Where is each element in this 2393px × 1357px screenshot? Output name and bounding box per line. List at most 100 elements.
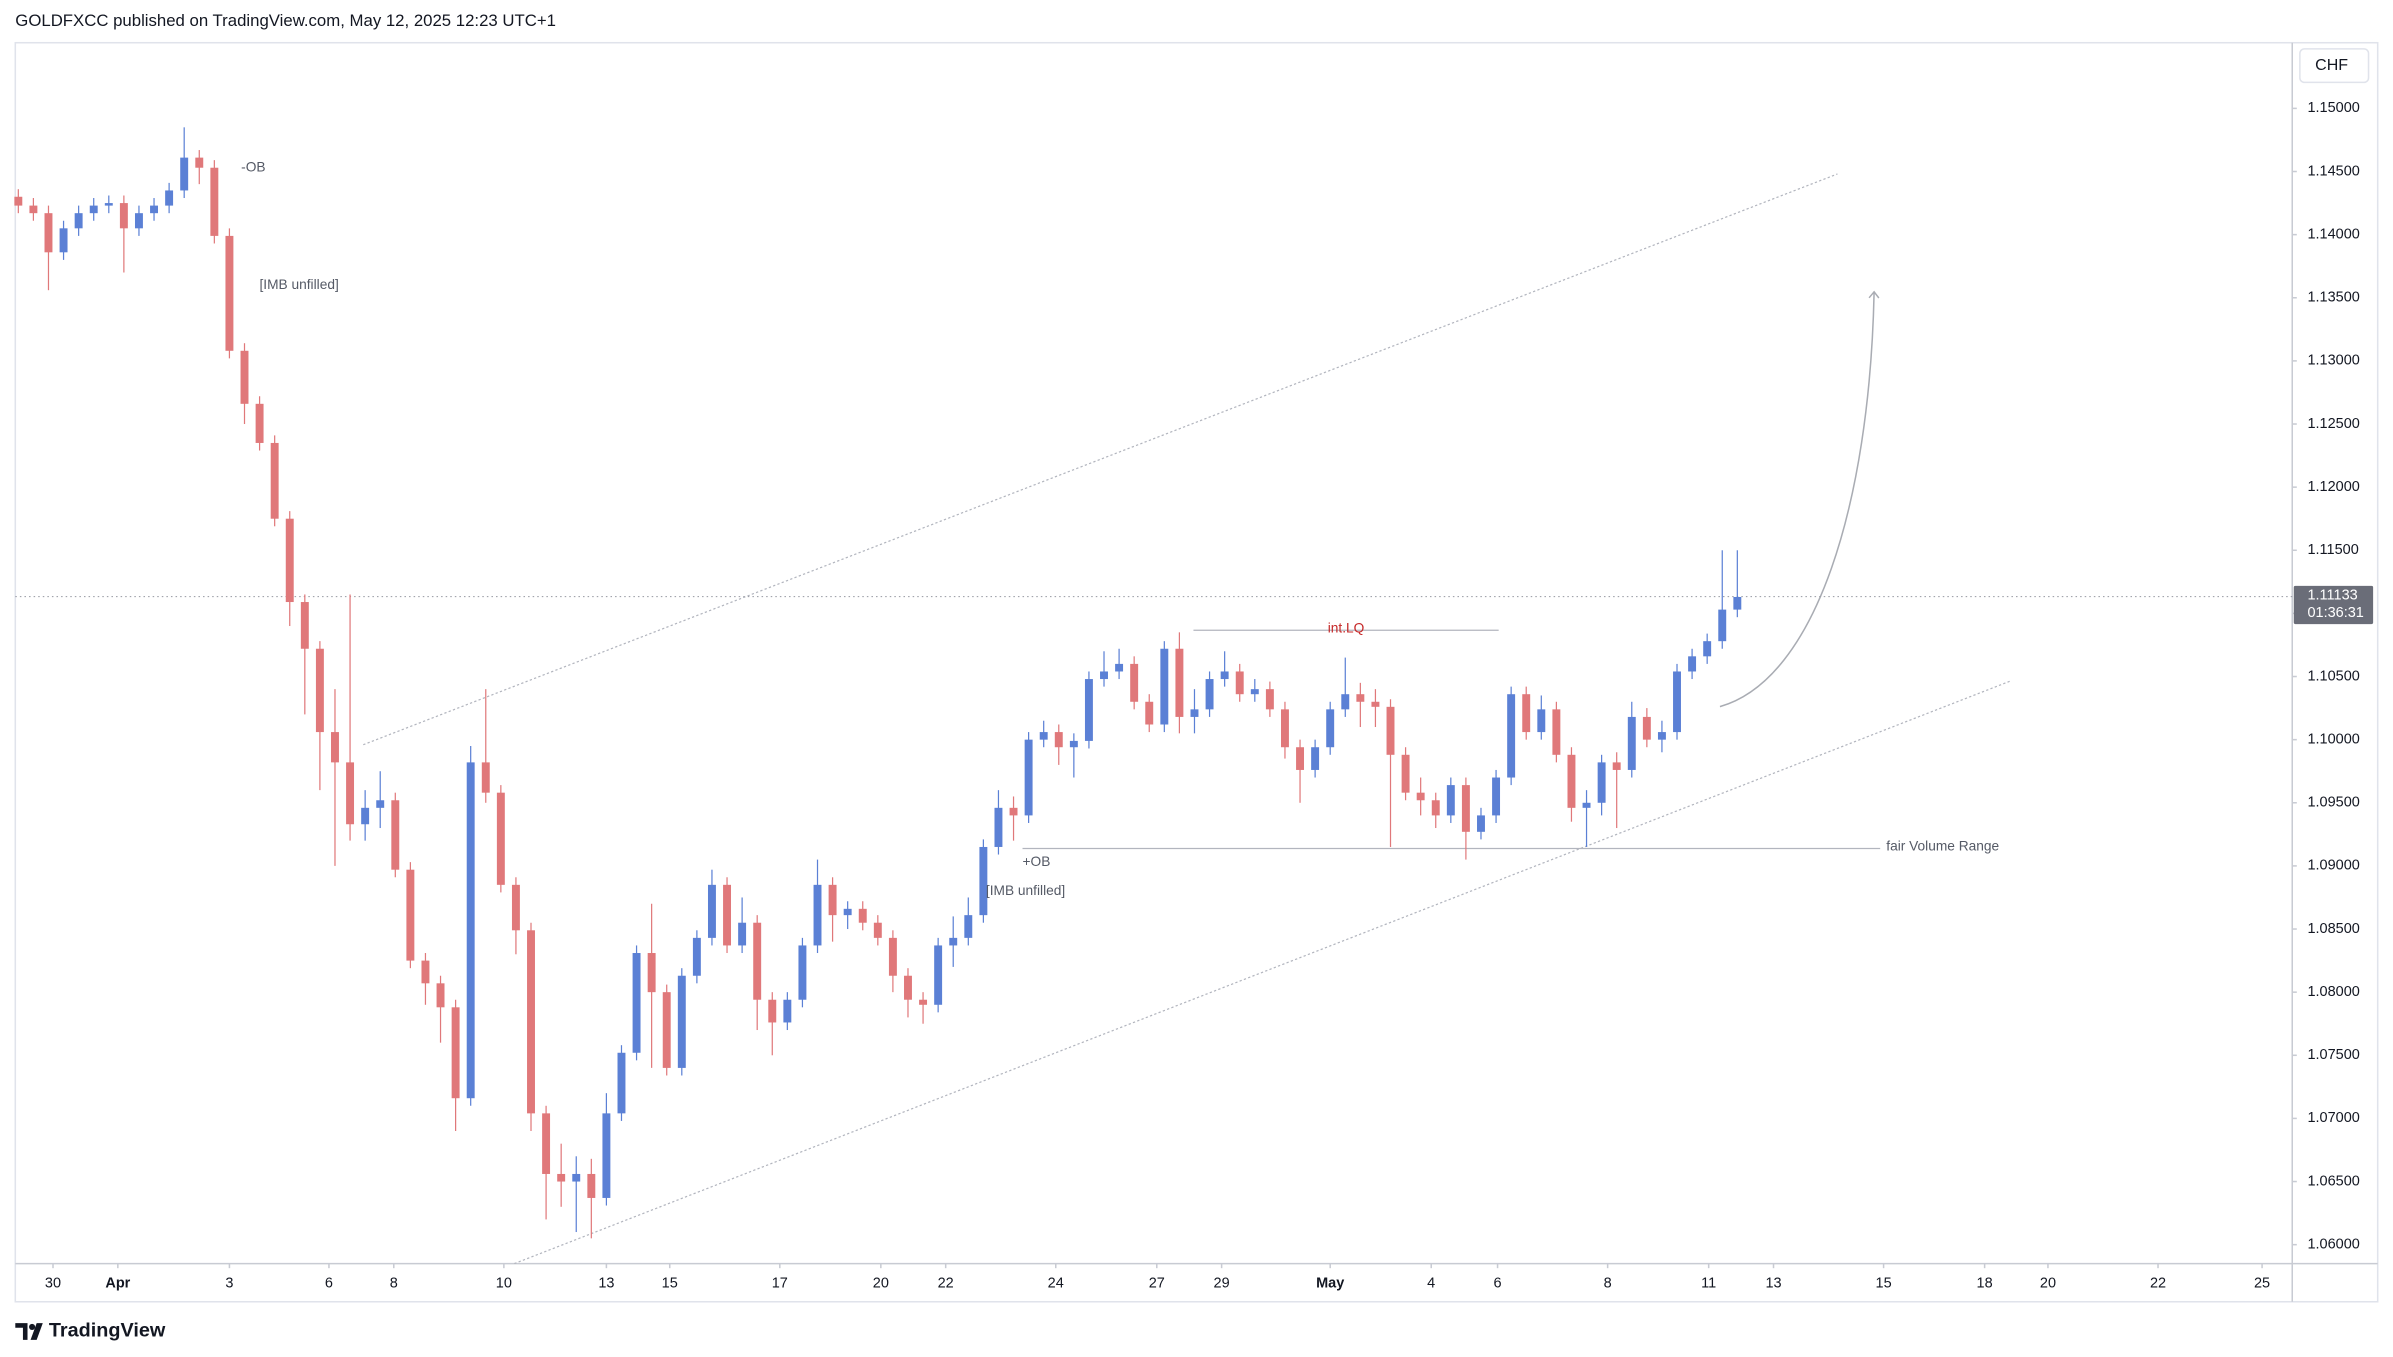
candle-body xyxy=(813,884,822,946)
candle-body xyxy=(346,762,355,825)
candle-body xyxy=(858,908,867,923)
candles xyxy=(14,127,2293,1239)
candle-body xyxy=(587,1173,596,1198)
y-tick-label: 1.08000 xyxy=(2307,984,2359,1000)
candle-body xyxy=(150,205,159,214)
candle-body xyxy=(738,922,747,946)
candle-body xyxy=(1265,689,1274,710)
candle-body xyxy=(1703,641,1712,657)
x-tick-label: 6 xyxy=(1494,1275,1502,1291)
candle-body xyxy=(1627,716,1636,770)
candle-body xyxy=(542,1113,551,1174)
x-tick-label: 10 xyxy=(496,1275,512,1291)
x-tick-label: 25 xyxy=(2254,1275,2270,1291)
y-tick-label: 1.12000 xyxy=(2307,479,2359,495)
candle-body xyxy=(873,922,882,938)
candle-body xyxy=(1371,701,1380,707)
candle-body xyxy=(1356,694,1365,702)
y-tick-label: 1.09000 xyxy=(2307,858,2359,874)
candle-body xyxy=(436,983,445,1008)
y-tick-label: 1.15000 xyxy=(2307,100,2359,116)
candle-body xyxy=(285,518,294,603)
candle-body xyxy=(74,213,83,229)
brand-name: TradingView xyxy=(49,1320,166,1342)
annotation: [IMB unfilled] xyxy=(259,277,338,292)
candle-body xyxy=(180,157,189,191)
brand-logo xyxy=(15,1323,43,1340)
x-tick-label: 22 xyxy=(2150,1275,2166,1291)
candle-body xyxy=(361,807,370,825)
candle-body xyxy=(1024,739,1033,816)
x-tick-label: 30 xyxy=(45,1275,61,1291)
candle-body xyxy=(1522,694,1531,733)
candle-body xyxy=(1567,754,1576,808)
candle-body xyxy=(1130,663,1139,702)
candle-body xyxy=(1084,679,1093,741)
candle-body xyxy=(481,762,490,793)
candle-body xyxy=(1673,671,1681,733)
candle-body xyxy=(1507,694,1516,778)
x-tick-label: 3 xyxy=(225,1275,233,1291)
candle-body xyxy=(1009,807,1018,816)
y-tick-label: 1.07500 xyxy=(2307,1047,2359,1063)
candle-body xyxy=(240,350,249,404)
candle-body xyxy=(964,915,973,938)
x-tick-label: 27 xyxy=(1149,1275,1165,1291)
candle-body xyxy=(89,205,98,214)
candle-body xyxy=(617,1052,626,1114)
currency-button[interactable] xyxy=(2299,48,2370,84)
candle-body xyxy=(466,762,475,1099)
candle-body xyxy=(1431,800,1440,816)
candle-body xyxy=(1401,754,1410,793)
candle-body xyxy=(798,945,807,1000)
y-tick-label: 1.10500 xyxy=(2307,668,2359,684)
candle-body xyxy=(647,953,656,993)
candle-body xyxy=(496,792,505,885)
candle-body xyxy=(1326,709,1335,748)
candle-body xyxy=(1718,609,1727,642)
projection-arrow xyxy=(1719,290,1880,708)
candle-body xyxy=(391,800,400,870)
candle-body xyxy=(1657,732,1666,740)
y-tick-label: 1.13500 xyxy=(2307,290,2359,306)
candle-body xyxy=(723,884,732,946)
x-tick-label: 18 xyxy=(1977,1275,1993,1291)
x-tick-label: 15 xyxy=(662,1275,678,1291)
candle-body xyxy=(1416,792,1425,801)
currency-label[interactable]: CHF xyxy=(2315,56,2348,74)
candle-body xyxy=(828,884,837,916)
candle-body xyxy=(1612,762,1621,770)
candle-body xyxy=(59,228,68,253)
candle-body xyxy=(1190,709,1199,717)
annotation: +OB xyxy=(1023,854,1051,869)
countdown-label: 01:36:31 xyxy=(2307,605,2363,621)
candle-body xyxy=(707,884,716,938)
candle-body xyxy=(1039,732,1048,740)
candle-body xyxy=(1733,596,1742,610)
candle-body xyxy=(1280,709,1289,748)
x-tick-label: 11 xyxy=(1701,1275,1716,1291)
candle-body xyxy=(1054,732,1063,748)
y-tick-label: 1.08500 xyxy=(2307,921,2359,937)
candle-body xyxy=(1492,777,1501,816)
y-tick-label: 1.06500 xyxy=(2307,1173,2359,1189)
candle-body xyxy=(1160,648,1169,725)
candle-body xyxy=(406,869,415,961)
candle-body xyxy=(949,937,958,946)
x-tick-label: 20 xyxy=(2040,1275,2056,1291)
candle-body xyxy=(1582,802,1591,808)
x-tick-label: Apr xyxy=(105,1275,130,1291)
candle-body xyxy=(888,937,897,976)
candle-body xyxy=(104,203,113,206)
x-tick-label: 8 xyxy=(1604,1275,1612,1291)
candle-body xyxy=(1175,648,1184,717)
candle-body xyxy=(29,205,38,214)
candle-body xyxy=(979,846,988,916)
candle-body xyxy=(451,1007,460,1099)
candle-body xyxy=(1552,709,1561,755)
candle-body xyxy=(1537,709,1546,733)
candle-body xyxy=(1446,785,1455,816)
candle-body xyxy=(44,213,53,253)
x-tick-label: 29 xyxy=(1214,1275,1230,1291)
